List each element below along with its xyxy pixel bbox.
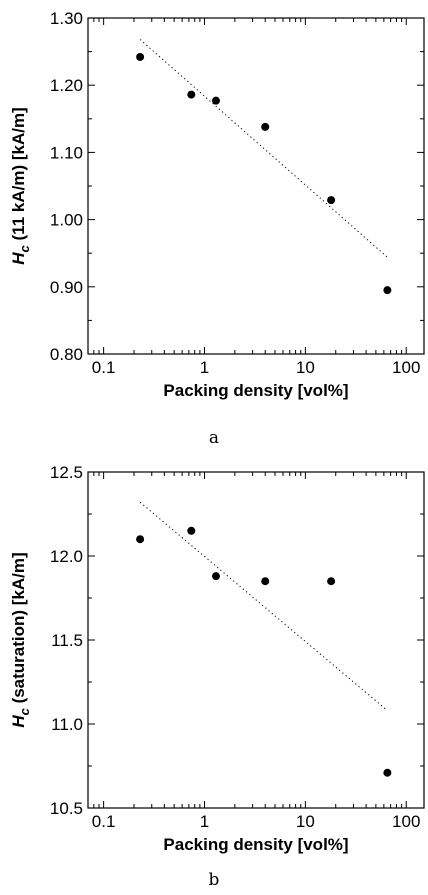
panel-b-data-point <box>327 577 336 586</box>
panel-b-x-axis-title: Packing density [vol%] <box>163 835 348 854</box>
panel-b-y-tick-label: 12.0 <box>50 547 83 566</box>
panel-b-x-tick-label: 0.1 <box>92 812 116 831</box>
panel-a-label: a <box>209 428 219 448</box>
panel-b-y-tick-label: 12.5 <box>50 463 83 482</box>
panel-a-data-point <box>136 52 145 61</box>
chart-panel-a: 0.80 0.90 1.00 1.10 1.20 1.30 0.1 1 10 100 Packing… <box>9 9 425 448</box>
panel-a-y-axis-title-rest: (11 kA/m) [kA/m] <box>9 107 28 245</box>
panel-b-x-tick-label: 10 <box>296 812 315 831</box>
panel-a-y-tick-label: 0.80 <box>50 345 83 364</box>
panel-a-y-axis-title-subscript: c <box>17 244 32 252</box>
chart-panel-b: 10.5 11.0 11.5 12.0 12.5 0.1 1 10 100 Packing den… <box>9 463 425 890</box>
panel-b-y-axis-title: Hc (saturation) [kA/m] <box>9 552 32 727</box>
panel-a-y-axis-title: Hc (11 kA/m) [kA/m] <box>9 107 32 264</box>
panel-a-x-tick-label: 1 <box>200 358 209 377</box>
panel-a-y-axis-title-symbol: H <box>9 252 28 265</box>
panel-b-y-tick-label: 11.5 <box>51 631 83 650</box>
panel-b-y-axis-title-rest: (saturation) [kA/m] <box>9 552 28 708</box>
panel-b-label: b <box>209 870 220 890</box>
panel-a-y-tick-label: 0.90 <box>50 278 83 297</box>
panel-b-y-axis-title-subscript: c <box>17 707 32 715</box>
panel-a-plot-frame <box>87 17 425 355</box>
panel-a-y-tick-label: 1.30 <box>50 9 83 28</box>
panel-a-x-tick-label: 0.1 <box>92 358 116 377</box>
panel-b-y-tick-label: 10.5 <box>50 799 83 818</box>
panel-a-y-tick-label: 1.20 <box>50 76 83 95</box>
panel-b-y-axis-title-symbol: H <box>9 715 28 728</box>
panel-b-fit-line <box>139 501 388 711</box>
panel-a-data-point <box>187 90 196 99</box>
panel-a-y-tick-label: 1.00 <box>50 211 83 230</box>
panel-a-y-tick-label: 1.10 <box>50 143 83 162</box>
panel-b-plot-frame <box>87 471 425 809</box>
panel-a-data-point <box>383 286 392 295</box>
panel-a-x-tick-label: 100 <box>392 358 420 377</box>
panel-a-x-axis-title: Packing density [vol%] <box>163 381 348 400</box>
panel-b-data-point <box>261 577 270 586</box>
panel-b-x-tick-label: 1 <box>200 812 209 831</box>
panel-b-y-tick-label: 11.0 <box>51 715 83 734</box>
panel-b-x-tick-label: 100 <box>392 812 420 831</box>
panel-b-data-point <box>187 526 196 535</box>
panel-a-fit-line <box>139 39 388 258</box>
panel-b-data-point <box>136 535 145 544</box>
panel-a-data-point <box>327 196 336 205</box>
panel-a-data-point <box>261 122 270 131</box>
panel-b-data-point <box>383 768 392 777</box>
panel-a-x-tick-label: 10 <box>296 358 315 377</box>
panel-b-data-point <box>211 572 220 581</box>
panel-a-data-point <box>211 96 220 105</box>
